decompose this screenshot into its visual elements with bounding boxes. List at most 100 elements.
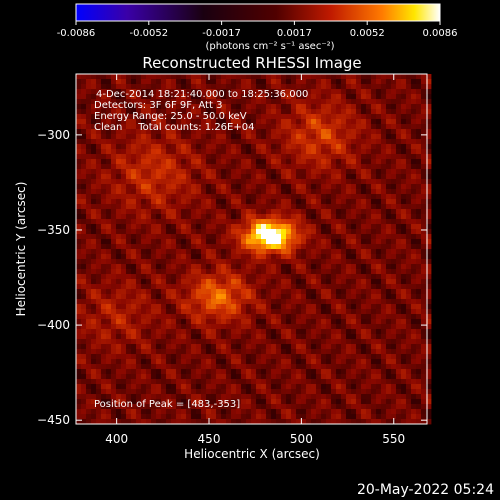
heatmap-cell xyxy=(341,419,347,425)
heatmap-cell xyxy=(171,219,177,225)
heatmap-cell xyxy=(296,184,302,190)
heatmap-cell xyxy=(281,369,287,375)
heatmap-cell xyxy=(216,354,222,360)
heatmap-cell xyxy=(306,209,312,215)
heatmap-cell xyxy=(231,264,237,270)
heatmap-cell xyxy=(106,219,112,225)
heatmap-cell xyxy=(301,284,307,290)
heatmap-cell xyxy=(246,339,252,345)
heatmap-cell xyxy=(361,249,367,255)
heatmap-cell xyxy=(331,119,337,125)
heatmap-cell xyxy=(246,104,252,110)
heatmap-cell xyxy=(121,314,127,320)
heatmap-cell xyxy=(191,169,197,175)
heatmap-cell xyxy=(116,109,122,115)
heatmap-cell xyxy=(226,74,232,80)
heatmap-cell xyxy=(246,374,252,380)
heatmap-cell xyxy=(181,239,187,245)
heatmap-cell xyxy=(191,184,197,190)
heatmap-cell xyxy=(116,214,122,220)
heatmap-cell xyxy=(381,264,387,270)
heatmap-cell xyxy=(386,109,392,115)
heatmap-cell xyxy=(401,419,407,425)
heatmap-cell xyxy=(126,344,132,350)
heatmap-cell xyxy=(276,274,282,280)
heatmap-cell xyxy=(201,114,207,120)
heatmap-cell xyxy=(291,289,297,295)
heatmap-cell xyxy=(106,124,112,130)
heatmap-cell xyxy=(151,204,157,210)
heatmap-cell xyxy=(96,139,102,145)
heatmap-cell xyxy=(346,314,352,320)
heatmap-cell xyxy=(226,279,232,285)
heatmap-cell xyxy=(416,284,422,290)
heatmap-cell xyxy=(341,244,347,250)
heatmap-cell xyxy=(296,129,302,135)
heatmap-cell xyxy=(416,154,422,160)
heatmap-cell xyxy=(111,164,117,170)
heatmap-cell xyxy=(311,119,317,125)
heatmap-cell xyxy=(276,94,282,100)
heatmap-cell xyxy=(296,154,302,160)
heatmap-cell xyxy=(181,84,187,90)
heatmap-cell xyxy=(391,314,397,320)
heatmap-cell xyxy=(351,334,357,340)
heatmap-cell xyxy=(421,114,427,120)
heatmap-cell xyxy=(246,404,252,410)
heatmap-cell xyxy=(261,174,267,180)
heatmap-cell xyxy=(366,244,372,250)
heatmap-cell xyxy=(366,299,372,305)
heatmap-cell xyxy=(266,364,272,370)
heatmap-cell xyxy=(126,369,132,375)
heatmap-cell xyxy=(251,159,257,165)
heatmap-cell xyxy=(181,269,187,275)
heatmap-cell xyxy=(241,89,247,95)
heatmap-cell xyxy=(156,264,162,270)
heatmap-cell xyxy=(251,244,257,250)
heatmap-cell xyxy=(256,239,262,245)
heatmap-cell xyxy=(96,274,102,280)
heatmap-cell xyxy=(186,174,192,180)
heatmap-cell xyxy=(241,339,247,345)
heatmap-cell xyxy=(361,404,367,410)
heatmap-cell xyxy=(196,329,202,335)
heatmap-cell xyxy=(146,134,152,140)
heatmap-cell xyxy=(96,269,102,275)
heatmap-cell xyxy=(86,79,92,85)
heatmap-cell xyxy=(236,209,242,215)
heatmap-cell xyxy=(371,189,377,195)
heatmap-cell xyxy=(426,199,432,205)
heatmap-cell xyxy=(261,104,267,110)
heatmap-cell xyxy=(286,349,292,355)
heatmap-cell xyxy=(106,419,112,425)
heatmap-cell xyxy=(421,84,427,90)
heatmap-cell xyxy=(416,384,422,390)
heatmap-cell xyxy=(241,254,247,260)
heatmap-cell xyxy=(201,129,207,135)
heatmap-cell xyxy=(111,214,117,220)
heatmap-cell xyxy=(406,299,412,305)
heatmap-cell xyxy=(251,79,257,85)
heatmap-cell xyxy=(186,329,192,335)
heatmap-cell xyxy=(186,159,192,165)
heatmap-cell xyxy=(86,314,92,320)
heatmap-cell xyxy=(291,249,297,255)
heatmap-cell xyxy=(301,419,307,425)
heatmap-cell xyxy=(421,399,427,405)
heatmap-cell xyxy=(161,239,167,245)
heatmap-cell xyxy=(356,109,362,115)
heatmap-cell xyxy=(76,144,82,150)
heatmap-cell xyxy=(181,384,187,390)
heatmap-cell xyxy=(381,244,387,250)
heatmap-cell xyxy=(286,184,292,190)
heatmap-cell xyxy=(386,294,392,300)
heatmap-cell xyxy=(386,129,392,135)
heatmap-cell xyxy=(101,239,107,245)
heatmap-cell xyxy=(251,239,257,245)
heatmap-cell xyxy=(281,174,287,180)
heatmap-cell xyxy=(336,364,342,370)
heatmap-cell xyxy=(316,369,322,375)
heatmap-cell xyxy=(116,384,122,390)
heatmap-cell xyxy=(321,209,327,215)
heatmap-cell xyxy=(266,129,272,135)
